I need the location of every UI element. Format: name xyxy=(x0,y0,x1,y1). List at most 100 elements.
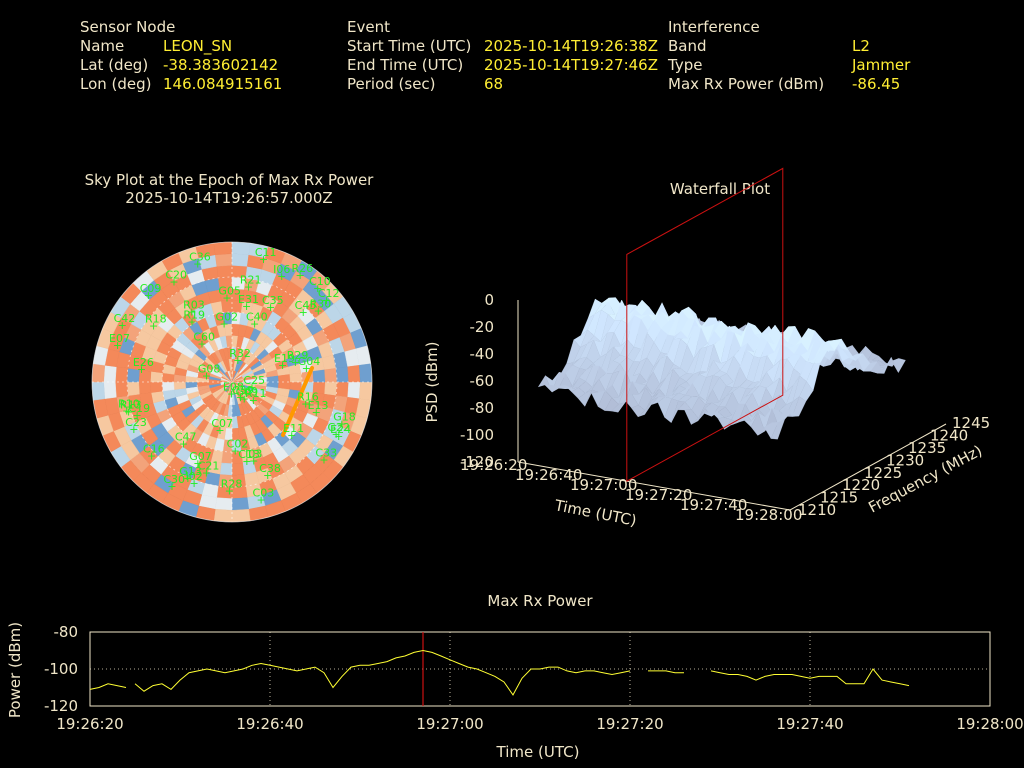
sky-cell xyxy=(245,266,263,281)
psd-surface-cell xyxy=(863,359,879,370)
psd-surface-cell xyxy=(774,326,789,345)
satellite-marker: + xyxy=(227,388,236,401)
satellite-marker: + xyxy=(202,467,211,480)
satellite-marker: + xyxy=(242,300,251,313)
sky-cell xyxy=(281,424,298,441)
sky-cell xyxy=(139,299,159,319)
satellite-label: C40 xyxy=(246,310,268,323)
sky-cell xyxy=(185,340,200,354)
sky-cell xyxy=(315,434,334,454)
power-plot-frame xyxy=(89,631,991,707)
psd-surface-cell xyxy=(784,339,799,349)
sky-cell xyxy=(201,360,214,371)
sky-cell xyxy=(265,386,279,395)
sky-cell xyxy=(182,489,203,507)
sky-cell xyxy=(231,377,244,383)
psd-surface-cell xyxy=(662,322,677,333)
psd-surface-cell xyxy=(635,299,650,316)
sky-cell xyxy=(174,446,192,464)
sky-cell xyxy=(195,505,216,522)
waterfall-frequency-tick: 1235 xyxy=(908,439,946,457)
sky-cell xyxy=(113,317,132,338)
satellite-c42: +C42 xyxy=(114,312,136,332)
satellite-marker: + xyxy=(193,457,202,470)
psd-surface-cell xyxy=(601,297,617,312)
psd-surface-cell xyxy=(664,320,679,339)
sky-cell xyxy=(178,500,200,518)
psd-surface-cell xyxy=(664,325,680,336)
satellite-i02: +I02 xyxy=(186,470,203,490)
psd-surface-cell xyxy=(766,344,781,367)
sky-cell xyxy=(140,464,162,485)
psd-surface-cell xyxy=(814,330,829,352)
psd-surface-cell xyxy=(731,396,746,416)
sky-cell xyxy=(220,381,233,389)
sky-cell xyxy=(237,347,246,361)
satellite-c25: +C25 xyxy=(243,374,265,394)
psd-surface-cell xyxy=(801,328,816,352)
sky-cell xyxy=(161,252,184,272)
satellite-label: E19 xyxy=(274,352,295,365)
psd-surface-cell xyxy=(629,317,644,334)
psd-surface-cell xyxy=(702,320,717,334)
psd-surface-cell xyxy=(738,331,753,340)
sky-cell xyxy=(260,335,274,350)
psd-surface-cell xyxy=(763,337,778,353)
sky-cell xyxy=(176,332,192,347)
sky-cell xyxy=(223,372,233,383)
psd-surface-cell xyxy=(778,401,794,417)
sky-cell xyxy=(209,372,222,380)
psd-surface-cell xyxy=(631,404,646,418)
psd-surface-cell xyxy=(725,391,740,416)
sky-cell xyxy=(231,428,240,441)
psd-surface-cell xyxy=(706,359,721,378)
satellite-label: G05 xyxy=(218,284,241,297)
satellite-r13: +R13 xyxy=(120,398,142,418)
sky-cell xyxy=(305,428,324,447)
psd-surface-cell xyxy=(604,397,619,412)
psd-surface-cell xyxy=(776,344,791,360)
psd-surface-cell xyxy=(628,300,643,316)
sky-cell xyxy=(203,356,216,369)
sky-cell xyxy=(178,246,200,264)
psd-surface-cell xyxy=(732,366,747,388)
sky-cell xyxy=(210,449,224,464)
satellite-marker: + xyxy=(231,445,240,458)
psd-surface-cell xyxy=(637,317,652,329)
sky-cell xyxy=(120,282,142,305)
waterfall-title: Waterfall Plot xyxy=(669,180,771,198)
sky-cell xyxy=(268,405,283,418)
sky-cell xyxy=(146,260,169,281)
sky-cell xyxy=(149,289,169,309)
sky-cell xyxy=(272,446,290,464)
sky-cell xyxy=(210,400,221,413)
psd-surface-cell xyxy=(764,339,779,356)
psd-surface-cell xyxy=(704,322,720,336)
psd-surface-cell xyxy=(705,388,720,405)
satellite-c39: +C39 xyxy=(232,384,254,404)
psd-surface-cell xyxy=(552,372,567,381)
sky-cell xyxy=(243,351,254,364)
satellite-label: R10 xyxy=(118,397,140,410)
psd-surface-cell xyxy=(633,314,649,320)
psd-surface-cell xyxy=(759,355,774,382)
sky-cell xyxy=(173,387,188,398)
psd-surface-cell xyxy=(781,326,796,344)
satellite-label: R19 xyxy=(183,308,205,321)
psd-surface-cell xyxy=(725,328,740,339)
sky-cell xyxy=(299,390,314,404)
sky-cell xyxy=(251,390,265,400)
sky-cell xyxy=(113,426,132,447)
sky-cell xyxy=(203,409,215,423)
satellite-label: G13 xyxy=(179,465,202,478)
psd-surface-cell xyxy=(608,297,623,315)
psd-surface-cell xyxy=(712,320,727,336)
sky-cell xyxy=(245,353,258,366)
psd-surface-cell xyxy=(836,353,852,368)
psd-surface-cell xyxy=(843,355,858,371)
psd-surface-cell xyxy=(823,350,839,360)
sky-cell xyxy=(181,405,196,418)
event-period-value: 68 xyxy=(484,75,504,93)
sky-cell xyxy=(218,347,227,361)
psd-surface-cell xyxy=(786,353,801,369)
